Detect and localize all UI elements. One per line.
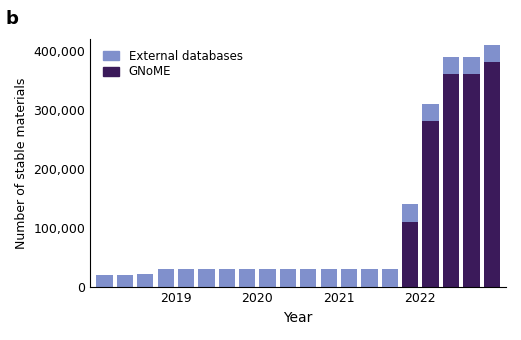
Bar <box>483 45 500 63</box>
Text: b: b <box>5 10 18 28</box>
Bar <box>423 104 439 287</box>
Bar <box>219 269 235 287</box>
Bar <box>402 204 418 287</box>
Bar <box>157 269 174 287</box>
Bar <box>320 269 337 287</box>
Y-axis label: Number of stable materials: Number of stable materials <box>15 77 28 249</box>
Bar <box>362 269 378 287</box>
Bar <box>463 56 479 74</box>
Legend: External databases, GNoME: External databases, GNoME <box>101 47 245 81</box>
Bar <box>382 269 398 287</box>
Bar <box>199 269 215 287</box>
Bar <box>239 269 255 287</box>
Bar <box>463 56 479 287</box>
Bar <box>341 269 357 287</box>
Bar <box>117 275 133 287</box>
Bar <box>483 45 500 287</box>
Bar <box>382 269 398 287</box>
X-axis label: Year: Year <box>283 311 313 325</box>
Bar <box>423 104 439 121</box>
Bar <box>96 275 113 287</box>
Bar <box>443 56 459 74</box>
Bar <box>137 274 154 287</box>
Bar <box>259 269 276 287</box>
Bar <box>178 269 194 287</box>
Bar <box>443 56 459 287</box>
Bar <box>280 269 296 287</box>
Bar <box>300 269 316 287</box>
Bar <box>402 204 418 222</box>
